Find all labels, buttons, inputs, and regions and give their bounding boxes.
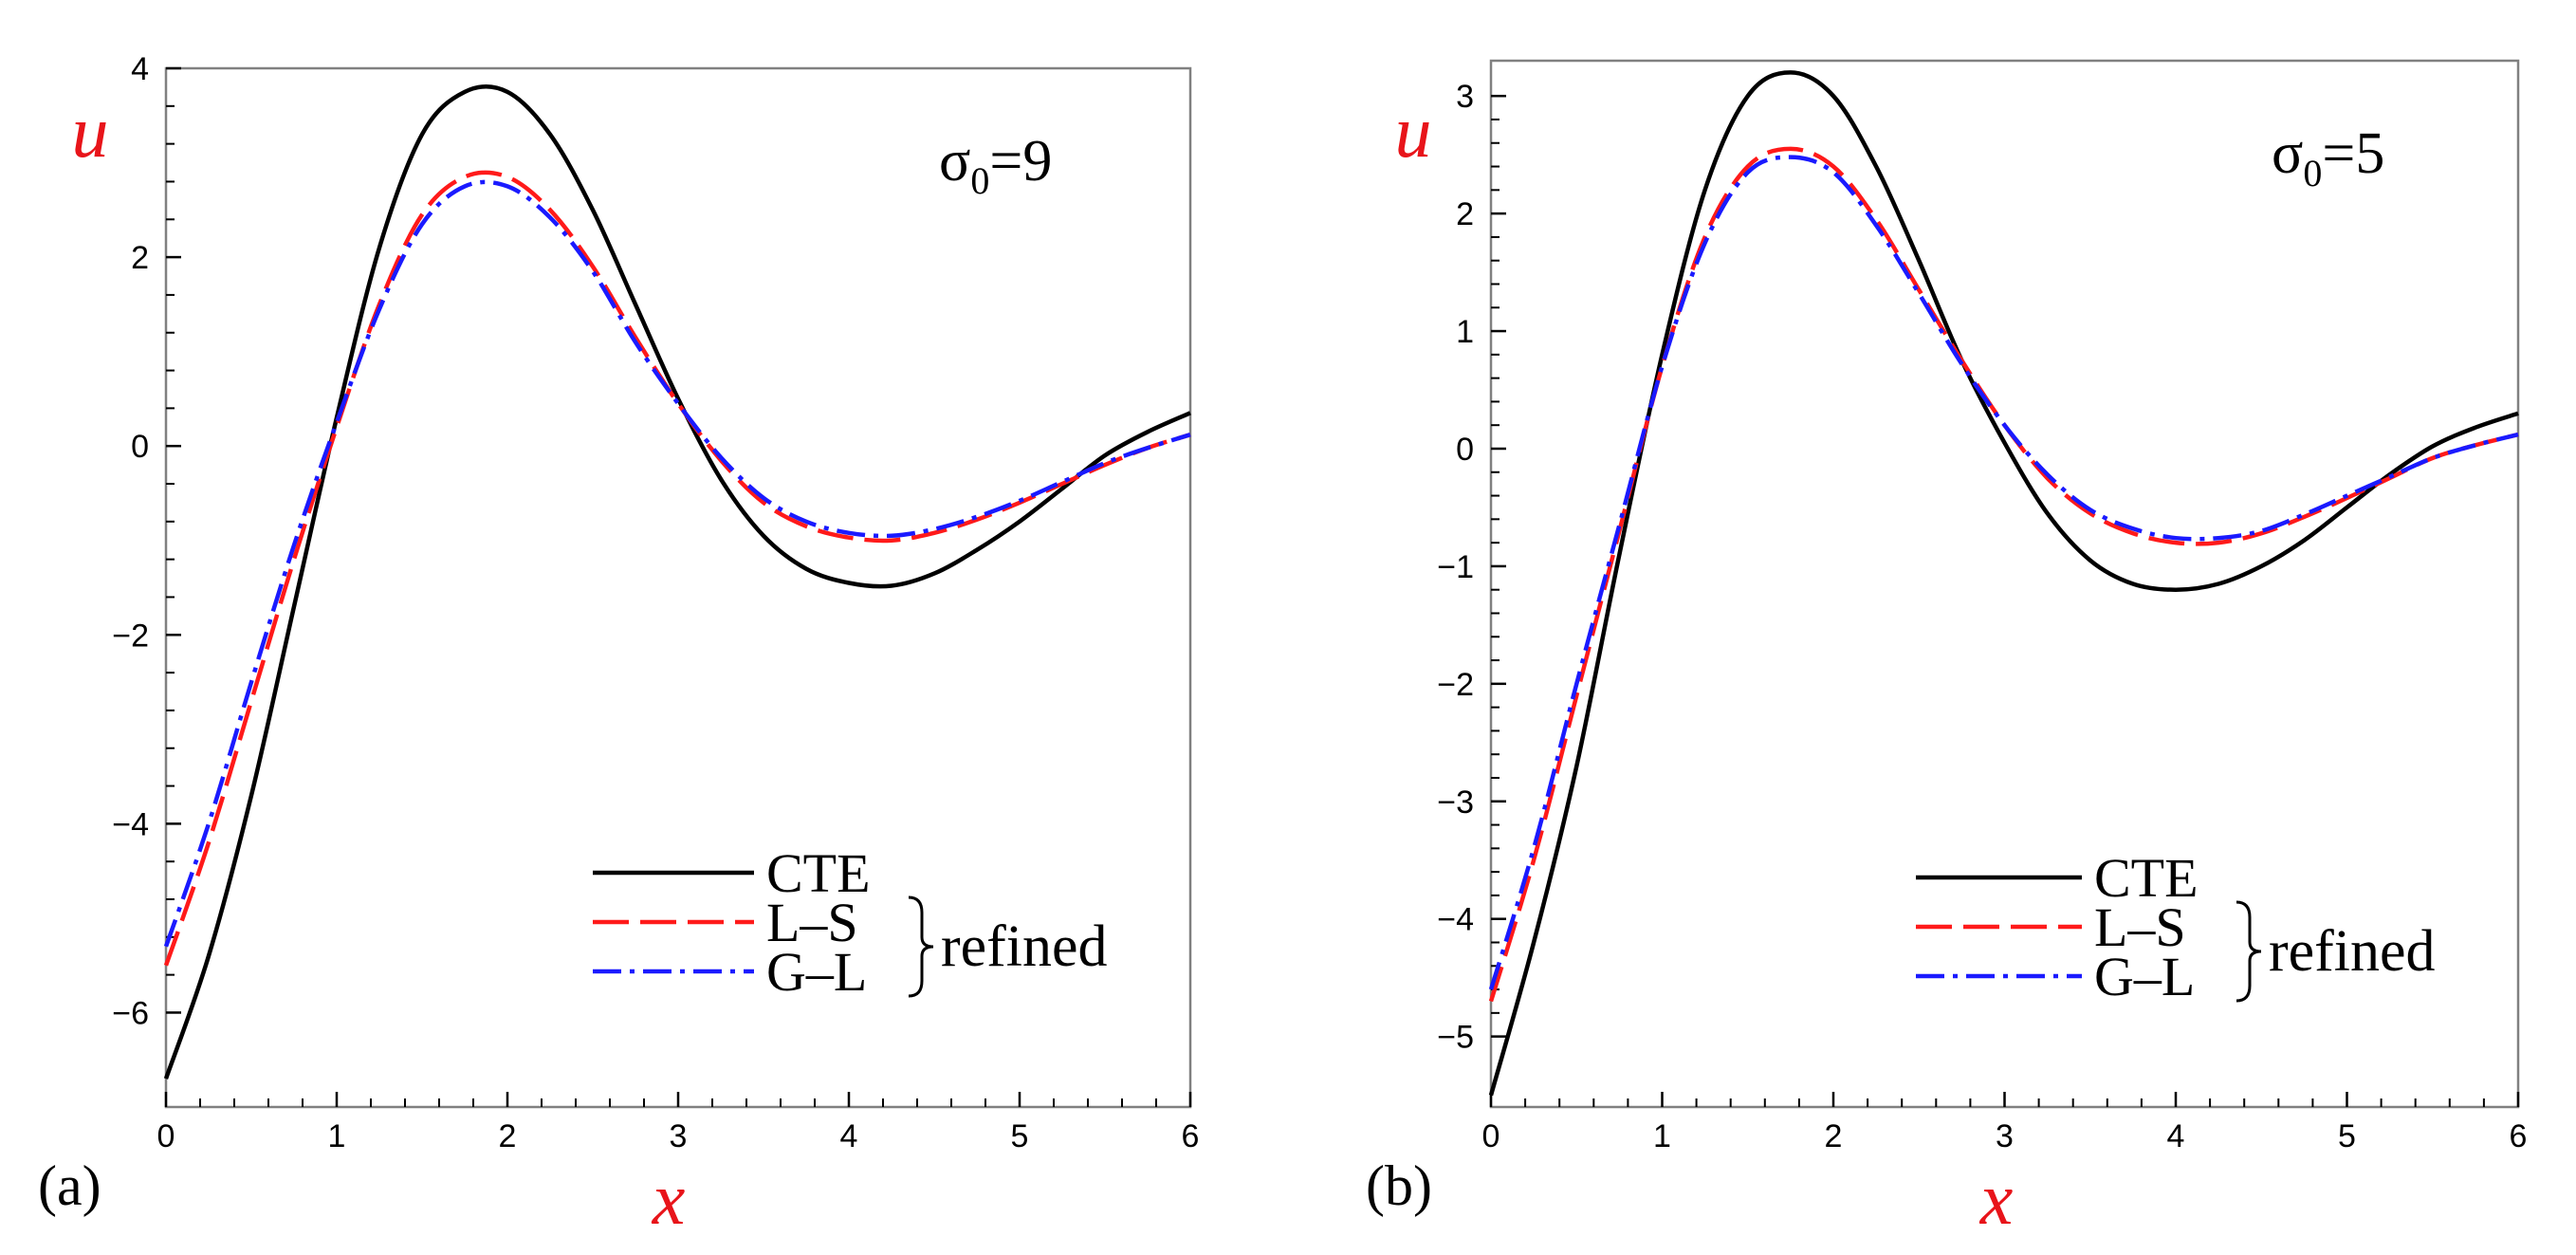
sigma-annotation: σ0=9	[939, 129, 1052, 202]
y-tick-label: 0	[1456, 432, 1474, 468]
series-line-CTE	[163, 84, 1191, 1080]
panel-label: (b)	[1366, 1154, 1432, 1217]
legend-label-CTE: CTE	[2094, 847, 2199, 909]
x-tick-label: 3	[670, 1118, 688, 1154]
sigma-symbol: σ	[2272, 121, 2303, 186]
sigma-symbol: σ	[939, 129, 970, 194]
y-axis-label: u	[1395, 90, 1432, 173]
sigma-subscript: 0	[970, 159, 989, 202]
x-tick-label: 2	[1825, 1118, 1843, 1154]
series-line-G–L	[163, 179, 1191, 948]
x-tick-label: 5	[2338, 1118, 2356, 1154]
y-tick-label: −2	[1437, 667, 1474, 703]
series-line-L–S	[1488, 146, 2519, 1003]
y-tick-label: −4	[112, 806, 149, 842]
x-axis-label: x	[652, 1157, 686, 1240]
y-tick-label: 1	[1456, 314, 1474, 350]
sigma-subscript: 0	[2303, 152, 2322, 194]
series-line-G–L	[1488, 155, 2519, 990]
y-tick-label: 2	[131, 240, 149, 276]
y-tick-label: −1	[1437, 549, 1474, 585]
y-tick-label: 0	[131, 429, 149, 465]
sigma-value: =9	[989, 129, 1052, 194]
legend-brace	[2236, 900, 2262, 1003]
legend-group-label: refined	[941, 914, 1108, 979]
x-tick-label: 4	[2167, 1118, 2185, 1154]
y-tick-label: 3	[1456, 79, 1474, 115]
x-tick-label: 2	[499, 1118, 517, 1154]
panel-label: (a)	[38, 1154, 101, 1217]
legend-label-G–L: G–L	[766, 941, 867, 1003]
legend-label-L–S: L–S	[766, 892, 858, 953]
y-tick-label: 2	[1456, 196, 1474, 232]
x-axis-label: x	[1979, 1157, 2014, 1240]
y-tick-label: −4	[1437, 902, 1474, 938]
x-tick-label: 3	[1996, 1118, 2014, 1154]
y-tick-label: −3	[1437, 784, 1474, 821]
legend-label-G–L: G–L	[2094, 946, 2195, 1007]
sigma-annotation: σ0=5	[2272, 121, 2384, 194]
y-axis-label: u	[72, 90, 109, 173]
legend-brace	[908, 895, 934, 998]
y-tick-label: 4	[131, 51, 149, 87]
legend-label-L–S: L–S	[2094, 896, 2186, 958]
legend-label-CTE: CTE	[766, 842, 871, 904]
series-line-L–S	[163, 170, 1191, 967]
y-tick-label: −5	[1437, 1020, 1474, 1056]
sigma-value: =5	[2322, 121, 2384, 186]
y-tick-label: −2	[112, 618, 149, 654]
x-tick-label: 0	[1482, 1118, 1500, 1154]
series-line-CTE	[1488, 70, 2519, 1097]
x-tick-label: 6	[1182, 1118, 1200, 1154]
x-tick-label: 4	[840, 1118, 858, 1154]
y-tick-label: −6	[112, 995, 149, 1031]
x-tick-label: 5	[1011, 1118, 1029, 1154]
x-tick-label: 1	[328, 1118, 346, 1154]
legend-group-label: refined	[2269, 919, 2436, 984]
x-tick-label: 1	[1653, 1118, 1671, 1154]
x-tick-label: 6	[2510, 1118, 2528, 1154]
x-tick-label: 0	[157, 1118, 175, 1154]
